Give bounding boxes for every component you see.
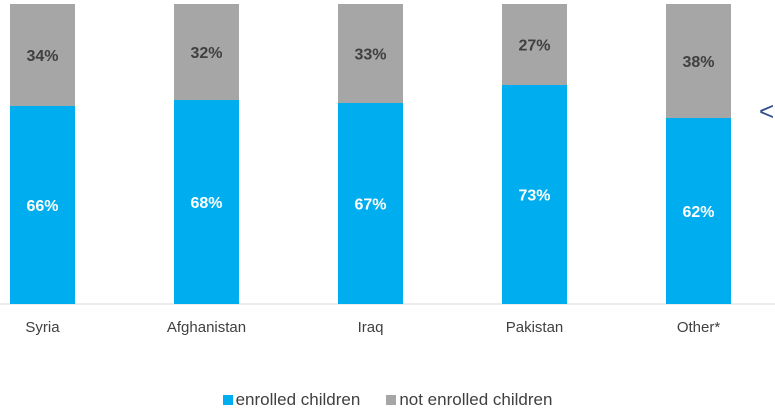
data-label-enrolled-afghanistan: 68%	[190, 195, 222, 212]
x-tick-label-iraq: Iraq	[358, 319, 384, 336]
bar-not-enrolled-other	[666, 4, 731, 118]
legend-swatch	[222, 395, 233, 405]
legend: enrolled children not enrolled children	[0, 390, 775, 410]
x-tick-label-syria: Syria	[25, 319, 60, 336]
legend-item-not-enrolled: not enrolled children	[386, 390, 552, 410]
data-label-not-enrolled-other: 38%	[682, 54, 714, 71]
data-label-not-enrolled-iraq: 33%	[354, 47, 386, 64]
x-tick-labels: Syria Afghanistan Iraq Pakistan Other*	[25, 319, 720, 336]
bars-group: 66% 34% 68% 32% 67% 33% 73% 27% 62% 38%	[10, 4, 731, 304]
legend-item-enrolled: enrolled children	[222, 390, 361, 410]
legend-label: enrolled children	[235, 390, 361, 409]
data-label-not-enrolled-afghanistan: 32%	[190, 45, 222, 62]
side-arrow-glyph: <	[759, 96, 775, 126]
legend-label: not enrolled children	[399, 390, 553, 409]
data-label-enrolled-other: 62%	[682, 204, 714, 221]
bar-enrolled-iraq	[338, 103, 403, 304]
bar-not-enrolled-syria	[10, 4, 75, 106]
data-label-enrolled-syria: 66%	[26, 198, 58, 215]
x-tick-label-pakistan: Pakistan	[506, 319, 564, 336]
data-label-not-enrolled-syria: 34%	[26, 48, 58, 65]
bar-not-enrolled-afghanistan	[174, 4, 239, 100]
bar-enrolled-other	[666, 118, 731, 304]
bar-not-enrolled-pakistan	[502, 4, 567, 85]
bar-not-enrolled-iraq	[338, 4, 403, 103]
x-tick-label-other: Other*	[677, 319, 721, 336]
stacked-bar-chart: 66% 34% 68% 32% 67% 33% 73% 27% 62% 38% Syria Afgh…	[0, 4, 775, 336]
bar-enrolled-pakistan	[502, 85, 567, 304]
data-label-not-enrolled-pakistan: 27%	[518, 38, 550, 55]
data-label-enrolled-pakistan: 73%	[518, 188, 550, 205]
bar-enrolled-syria	[10, 106, 75, 304]
data-label-enrolled-iraq: 67%	[354, 197, 386, 214]
x-tick-label-afghanistan: Afghanistan	[167, 319, 246, 336]
legend-swatch	[386, 395, 397, 405]
bar-enrolled-afghanistan	[174, 100, 239, 304]
